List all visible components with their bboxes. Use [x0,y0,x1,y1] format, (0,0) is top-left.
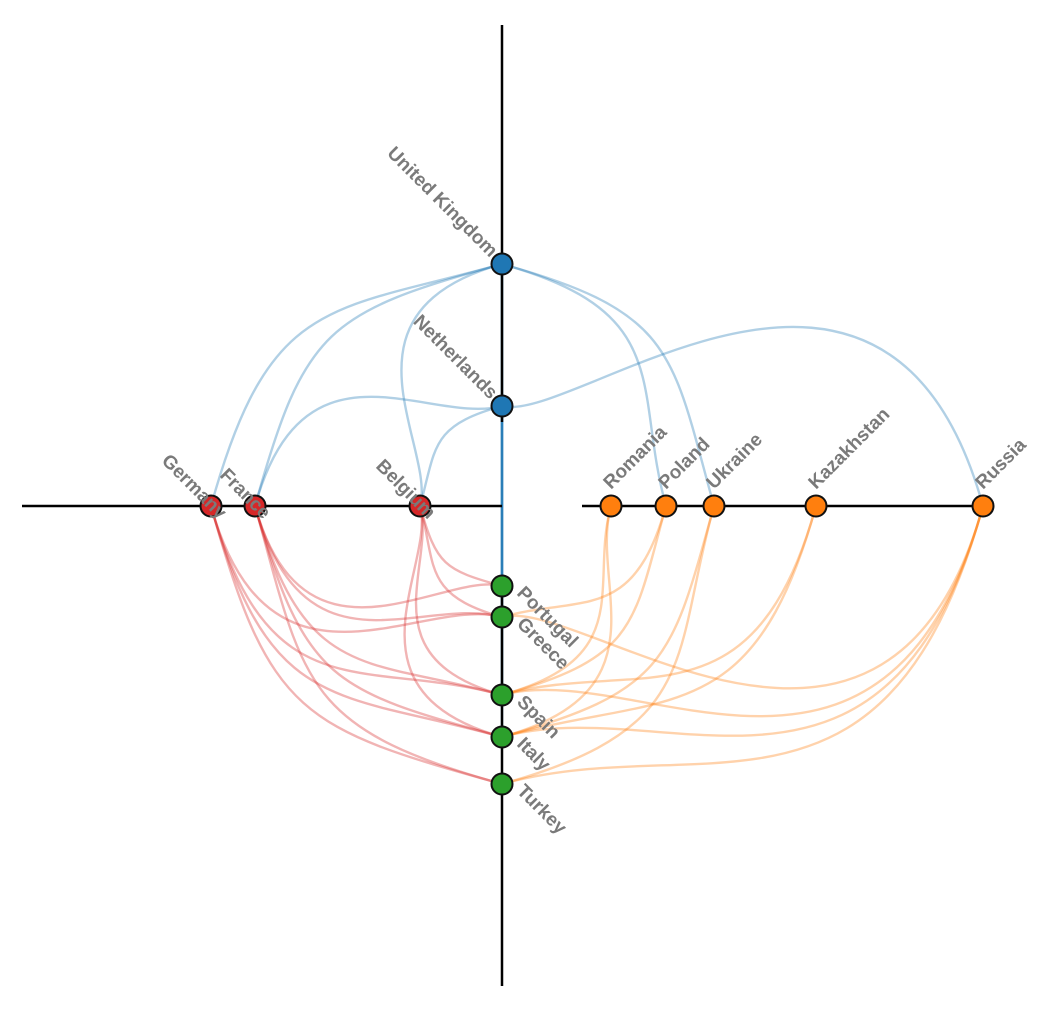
node-spain[interactable] [490,683,514,707]
node-turkey[interactable] [490,772,514,796]
label-spain: Spain [512,692,563,743]
node-netherlands[interactable] [490,394,514,418]
edge-belgium-italy [403,505,503,739]
edge-russia-turkey [501,505,985,786]
edge-belgium-portugal [418,505,503,588]
edge-netherlands-france [253,395,503,507]
node-germany[interactable] [199,494,223,518]
edge-romania-italy [501,505,613,739]
node-russia[interactable] [971,494,995,518]
label-netherlands: Netherlands [409,311,501,403]
edge-ukraine-turkey [501,505,716,786]
node-kazakhstan[interactable] [804,494,828,518]
node-italy[interactable] [490,725,514,749]
edge-germany-spain [209,505,503,697]
label-turkey: Turkey [512,781,570,839]
label-germany: Germany [157,450,230,523]
edge-france-greece [253,505,503,622]
nodes-layer [199,252,995,796]
edge-germany-greece [209,505,503,633]
edge-russia-italy [501,505,985,739]
edge-poland-greece [501,505,668,619]
edge-romania-spain [501,505,613,697]
edge-france-turkey [253,505,503,786]
edge-netherlands-russia [501,325,985,507]
edge-germany-italy [209,505,503,739]
edge-united-kingdom-belgium [400,262,503,507]
edges-layer [209,262,985,786]
edge-ukraine-italy [501,505,716,739]
node-greece[interactable] [490,605,514,629]
edge-belgium-spain [414,505,503,697]
node-france[interactable] [243,494,267,518]
node-belgium[interactable] [408,494,432,518]
edge-kazakhstan-italy [501,505,818,739]
edge-netherlands-belgium [418,404,503,507]
label-russia: Russia [972,434,1031,493]
label-kazakhstan: Kazakhstan [805,404,895,494]
edge-united-kingdom-poland [501,262,668,507]
node-poland[interactable] [654,494,678,518]
label-ukraine: Ukraine [703,429,767,493]
node-portugal[interactable] [490,574,514,598]
node-ukraine[interactable] [702,494,726,518]
edge-united-kingdom-germany [209,262,503,507]
edge-poland-spain [501,505,668,697]
edge-united-kingdom-ukraine [501,262,716,507]
edge-france-portugal [253,505,503,609]
edge-united-kingdom-france [253,262,503,507]
node-romania[interactable] [599,494,623,518]
edge-kazakhstan-spain [501,505,818,697]
axes-layer [22,25,982,986]
edge-france-italy [253,505,503,739]
edge-germany-turkey [209,505,503,786]
edge-russia-spain [501,505,985,718]
node-united-kingdom[interactable] [490,252,514,276]
edge-france-spain [253,505,503,697]
label-united-kingdom: United Kingdom [383,143,502,262]
edge-russia-greece [501,505,985,690]
edge-belgium-greece [418,505,503,619]
